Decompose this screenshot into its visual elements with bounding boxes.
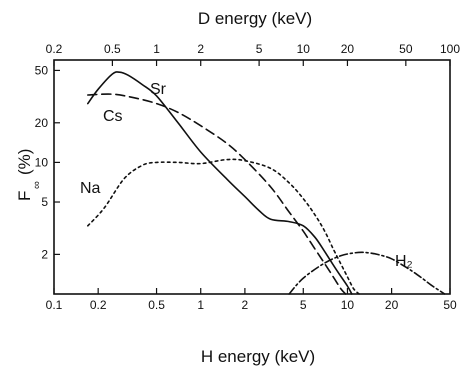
- x-top-tick-label: 50: [399, 42, 413, 56]
- series-line-h: [288, 251, 446, 295]
- x-top-tick-label: 10: [297, 42, 311, 56]
- plot-frame: [53, 59, 451, 295]
- curves: [87, 71, 446, 295]
- y-tick-label: 5: [41, 195, 48, 209]
- left-axis-ticks: 2 5 10 20 50: [35, 63, 60, 261]
- y-tick-label: 10: [35, 155, 49, 169]
- y-axis-title-sub: ∞: [31, 181, 43, 189]
- x-bottom-tick-label: 2: [242, 298, 249, 312]
- y-tick-label: 20: [35, 116, 49, 130]
- series-label-na: Na: [80, 180, 101, 197]
- x-top-tick-label: 5: [256, 42, 263, 56]
- x-top-tick-label: 0.5: [104, 42, 121, 56]
- x-top-tick-label: 20: [341, 42, 355, 56]
- series-label-sr: Sr: [150, 81, 167, 98]
- series-label-cs: Cs: [103, 108, 123, 125]
- x-top-tick-label: 1: [153, 42, 160, 56]
- y-tick-label: 2: [41, 247, 48, 261]
- x-bottom-tick-label: 0.5: [148, 298, 165, 312]
- x-bottom-tick-label: 50: [443, 298, 457, 312]
- top-axis-title: D energy (keV): [198, 9, 312, 28]
- series-line-na: [87, 158, 360, 295]
- y-axis-title-unit: (%): [15, 149, 34, 175]
- series-line-sr: [87, 71, 353, 295]
- x-bottom-tick-label: 5: [300, 298, 307, 312]
- bottom-axis-title: H energy (keV): [201, 347, 315, 366]
- x-bottom-tick-label: 1: [197, 298, 204, 312]
- y-axis-title: F ∞ (%): [15, 149, 43, 201]
- x-bottom-tick-label: 10: [341, 298, 355, 312]
- series-label-h2: H₂: [395, 253, 413, 270]
- y-axis-title-main: F: [15, 191, 34, 201]
- x-top-tick-label: 0.2: [46, 42, 63, 56]
- bottom-axis-ticks: 0.1 0.2 0.5 1 2 5 10 20 50: [46, 288, 457, 312]
- top-axis-ticks: 0.2 0.5 1 2 5 10 20 50 100: [46, 42, 460, 66]
- series-line-cs: [87, 93, 347, 295]
- x-top-tick-label: 2: [197, 42, 204, 56]
- x-bottom-tick-label: 0.1: [46, 298, 63, 312]
- x-bottom-tick-label: 20: [385, 298, 399, 312]
- y-tick-label: 50: [35, 63, 49, 77]
- x-bottom-tick-label: 0.2: [90, 298, 107, 312]
- x-top-tick-label: 100: [440, 42, 460, 56]
